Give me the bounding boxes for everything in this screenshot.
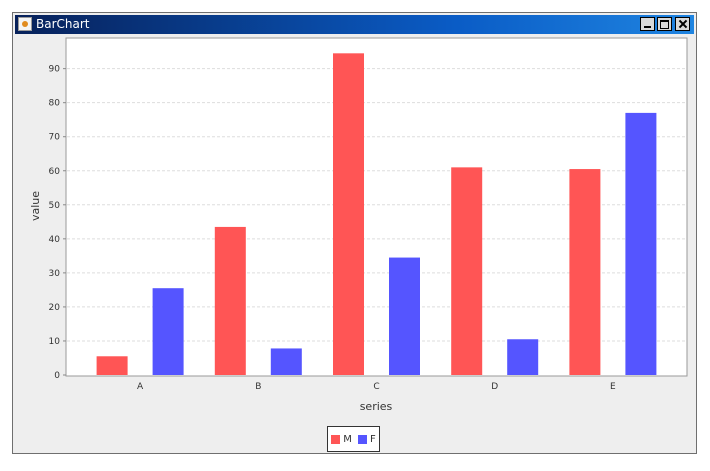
- bar-m-a: [96, 356, 128, 375]
- x-tick-label: D: [491, 382, 498, 392]
- y-tick-label: 10: [49, 337, 61, 347]
- bar-f-d: [507, 339, 539, 375]
- x-tick-label: A: [137, 382, 144, 392]
- y-tick-label: 60: [49, 167, 61, 177]
- legend-label-f: F: [369, 433, 376, 445]
- x-tick-label: B: [255, 382, 261, 392]
- bar-f-b: [270, 348, 302, 375]
- y-tick-label: 80: [49, 99, 61, 109]
- y-tick-label: 20: [49, 303, 61, 313]
- x-tick-label: C: [373, 382, 379, 392]
- y-tick-label: 90: [49, 65, 61, 75]
- legend: M F: [327, 426, 380, 452]
- y-axis: 0 10 20 30 40 50 60 70 80 90: [49, 65, 66, 381]
- window-title: BarChart: [36, 17, 90, 31]
- title-bar[interactable]: BarChart: [15, 15, 694, 34]
- x-tick-label: E: [610, 382, 616, 392]
- y-axis-label: value: [29, 191, 42, 221]
- y-tick-label: 30: [49, 269, 61, 279]
- maximize-button[interactable]: [657, 17, 672, 31]
- legend-item-m: M: [331, 434, 352, 445]
- y-tick-label: 40: [49, 235, 61, 245]
- bar-f-e: [625, 112, 657, 375]
- legend-swatch-m: [331, 434, 341, 444]
- bars: [96, 53, 657, 376]
- bar-m-d: [451, 167, 483, 375]
- legend-label-m: M: [343, 433, 352, 445]
- bar-f-a: [152, 288, 184, 375]
- y-tick-label: 50: [49, 201, 61, 211]
- java-app-icon[interactable]: [18, 17, 32, 31]
- y-tick-label: 0: [54, 371, 60, 381]
- x-axis-label: series: [360, 400, 393, 413]
- bar-f-c: [389, 257, 420, 375]
- close-button[interactable]: [675, 17, 690, 31]
- x-axis: A B C D E: [137, 382, 616, 392]
- bar-m-b: [214, 226, 246, 375]
- y-tick-label: 70: [49, 133, 61, 143]
- legend-item-f: F: [357, 433, 376, 445]
- legend-swatch-f: [357, 434, 367, 444]
- bar-m-c: [333, 53, 364, 376]
- minimize-button[interactable]: [640, 17, 655, 31]
- bar-m-e: [569, 169, 601, 375]
